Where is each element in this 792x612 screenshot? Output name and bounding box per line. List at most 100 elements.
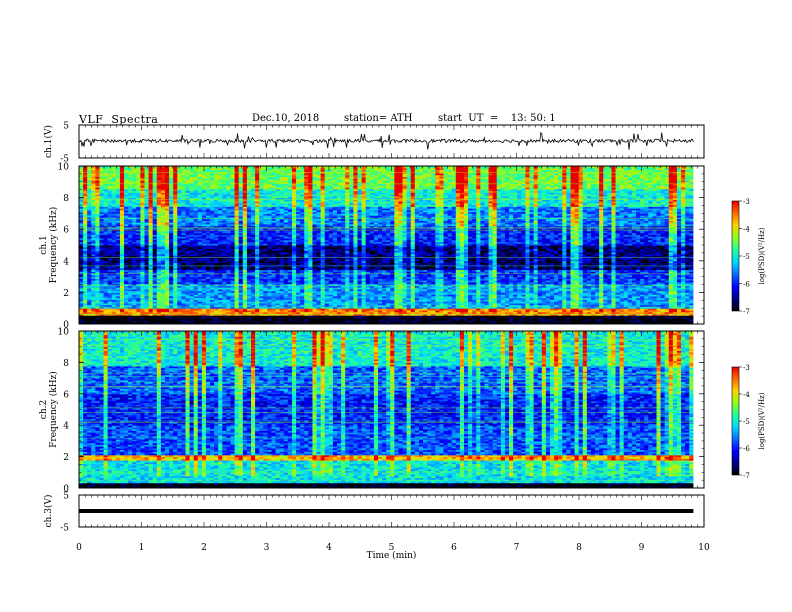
- ch1-spec-cell: [79, 285, 84, 288]
- ch1-spec-cell: [152, 220, 158, 223]
- ch1-spec-cell: [83, 243, 88, 246]
- ch1-spec-cell: [226, 246, 232, 250]
- ch1-spec-cell: [115, 308, 121, 311]
- ch1-spec-cell: [169, 271, 174, 274]
- ch1-spec-cell: [214, 276, 219, 279]
- ch1-spec-cell: [95, 262, 100, 265]
- ch1-spec-cell: [111, 320, 117, 323]
- ch1-spec-cell: [156, 195, 162, 199]
- ch1-spec-cell: [165, 206, 170, 209]
- ch1-spec-cell: [210, 215, 215, 218]
- ch1-spec-cell: [87, 208, 92, 211]
- ch1-spec-cell: [140, 211, 146, 214]
- ch1-spec-cell: [115, 288, 121, 292]
- ch1-spec-cell: [177, 178, 182, 181]
- ch1-spec-cell: [99, 316, 105, 320]
- ch1-spec-cell: [169, 306, 174, 309]
- ch1-spec-cell: [103, 201, 109, 204]
- ch1-spec-cell: [214, 178, 219, 181]
- ch1-spec-cell: [83, 309, 88, 313]
- ch1-spec-cell: [91, 259, 96, 262]
- ch1-spec-cell: [95, 183, 100, 186]
- ch1-spec-cell: [148, 309, 154, 313]
- ch1-spec-cell: [234, 206, 240, 209]
- ch1-spec-cell: [197, 216, 203, 220]
- ch1-spec-cell: [115, 255, 121, 258]
- ch1-spec-cell: [169, 209, 174, 213]
- ch1-spec-cell: [144, 197, 150, 200]
- ch1-spec-cell: [132, 209, 137, 213]
- ch1-spec-cell: [218, 241, 223, 244]
- ch1-spec-cell: [140, 225, 146, 228]
- ch1-spec-cell: [156, 222, 162, 225]
- ch1-spec-cell: [193, 188, 199, 192]
- ch1-spec-cell: [218, 185, 223, 188]
- ch1-spec-cell: [173, 295, 178, 299]
- ch1-spec-cell: [140, 234, 146, 237]
- ch1-spec-cell: [115, 280, 121, 283]
- ch1-spec-cell: [165, 248, 170, 251]
- ch1-spec-cell: [124, 192, 129, 195]
- ch1-spec-cell: [185, 167, 191, 171]
- ch1-spec-cell: [111, 201, 117, 204]
- ch1-spec-cell: [169, 223, 174, 227]
- ch1-spec-cell: [189, 169, 195, 172]
- ch1-spec-cell: [136, 237, 141, 241]
- ch1-spec-cell: [136, 218, 141, 221]
- ch1-spec-cell: [222, 290, 227, 293]
- ch1-spec-cell: [218, 281, 223, 285]
- ch1-spec-cell: [119, 266, 125, 269]
- ch1-spec-cell: [177, 322, 182, 325]
- ch1-spec-cell: [156, 215, 162, 218]
- ch1-spec-cell: [128, 185, 133, 188]
- ch1-spec-cell: [111, 241, 117, 244]
- ch1-spec-cell: [222, 169, 227, 172]
- ch1-spec-cell: [185, 241, 191, 244]
- ch1-spec-cell: [173, 215, 178, 218]
- ch1-spec-cell: [148, 223, 154, 227]
- ch1-spec-cell: [107, 225, 113, 228]
- ch1-spec-cell: [111, 211, 117, 214]
- ch1-spec-cell: [201, 236, 207, 239]
- ch1-spec-cell: [197, 218, 203, 221]
- ch1-spec-cell: [132, 288, 137, 292]
- ch1-spec-cell: [152, 318, 158, 321]
- ch1-spec-cell: [136, 269, 141, 272]
- ch1-spec-cell: [214, 199, 219, 202]
- ch1-spec-cell: [169, 173, 174, 176]
- ch1-spec-cell: [205, 264, 211, 267]
- ch1-spec-cell: [165, 223, 170, 227]
- ch1-spec-cell: [111, 173, 117, 176]
- ch1-spec-cell: [103, 225, 109, 228]
- ch1-spec-cell: [189, 266, 195, 269]
- ch1-spec-cell: [165, 271, 170, 274]
- ch1-spectrogram-panel: [79, 166, 704, 325]
- ch1-spec-cell: [111, 169, 117, 172]
- ch1-spec-cell: [205, 243, 211, 246]
- ch1-spec-cell: [95, 276, 100, 279]
- ch1-spec-cell: [177, 276, 182, 279]
- ch1-spec-cell: [197, 204, 203, 207]
- ch1-spec-cell: [169, 264, 174, 267]
- ch1-spec-cell: [136, 209, 141, 213]
- ch1-spec-cell: [136, 267, 141, 271]
- ch1-spec-cell: [214, 267, 219, 271]
- ch1-spec-cell: [185, 181, 191, 185]
- ch1-spec-cell: [165, 290, 170, 293]
- ch1-spec-cell: [99, 287, 105, 290]
- ch1-spec-cell: [234, 271, 240, 274]
- ch1-spec-cell: [95, 206, 100, 209]
- ch1-spec-cell: [128, 248, 133, 251]
- ch1-spec-cell: [148, 318, 154, 321]
- ch1-spec-cell: [115, 167, 121, 171]
- ch1-spec-cell: [79, 301, 84, 304]
- ch1-spec-cell: [132, 299, 137, 302]
- ch1-spec-cell: [156, 250, 162, 253]
- ch1-spec-cell: [144, 267, 150, 271]
- ch1-spec-cell: [87, 192, 92, 195]
- ch1-spec-cell: [99, 281, 105, 285]
- ch1-spec-cell: [152, 232, 158, 235]
- ch1-spec-cell: [214, 232, 219, 235]
- ch1-spec-cell: [140, 278, 146, 281]
- ch1-spec-cell: [124, 278, 129, 281]
